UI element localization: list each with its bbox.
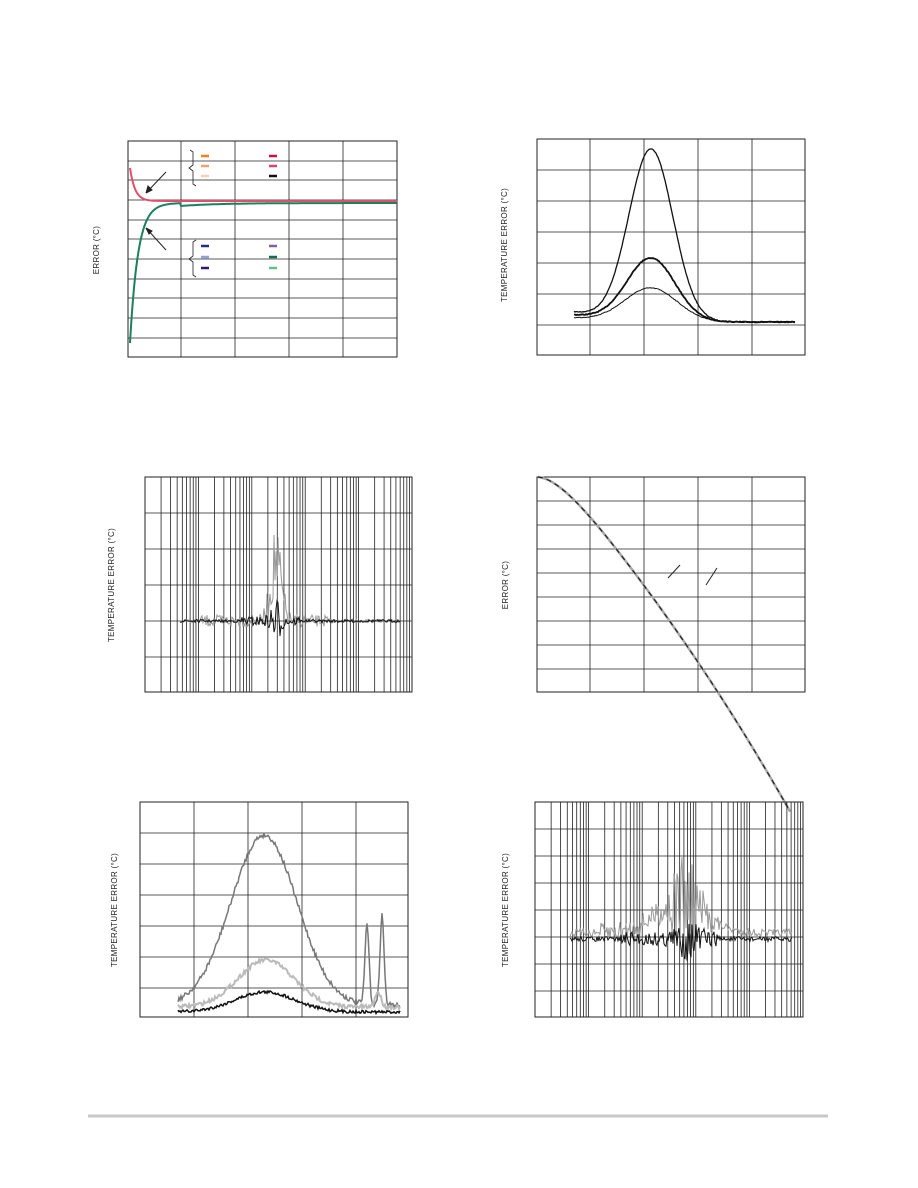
plot-frame (127, 140, 398, 358)
curve (177, 956, 401, 1012)
plot-frame (536, 138, 806, 356)
plot-frame (144, 476, 413, 693)
curve (569, 857, 793, 945)
curve (179, 534, 401, 629)
plot-frame (536, 476, 806, 693)
plot-frame (534, 801, 804, 1018)
y-axis-label: TEMPERATURE ERROR (°C) (500, 188, 509, 302)
y-axis-label: TEMPERATURE ERROR (°C) (107, 528, 116, 642)
plot-frame (139, 801, 409, 1018)
curve (573, 287, 796, 323)
y-axis-label: TEMPERATURE ERROR (°C) (501, 853, 510, 967)
y-axis-label: ERROR (°C) (92, 226, 101, 274)
brace (188, 149, 197, 187)
curve (129, 167, 397, 202)
arrow-head (145, 185, 153, 194)
curve (177, 832, 401, 1009)
curve (179, 598, 401, 637)
curve (129, 202, 397, 344)
curve (177, 989, 401, 1016)
plots (127, 138, 806, 1018)
arrow (667, 564, 681, 579)
arrow-head (145, 227, 153, 235)
curve (573, 148, 796, 324)
y-axis-label: ERROR (°C) (501, 561, 510, 609)
y-axis-label: TEMPERATURE ERROR (°C) (110, 853, 119, 967)
curve (569, 923, 793, 961)
arrow (705, 567, 718, 586)
curve (537, 475, 792, 813)
brace (188, 239, 197, 278)
